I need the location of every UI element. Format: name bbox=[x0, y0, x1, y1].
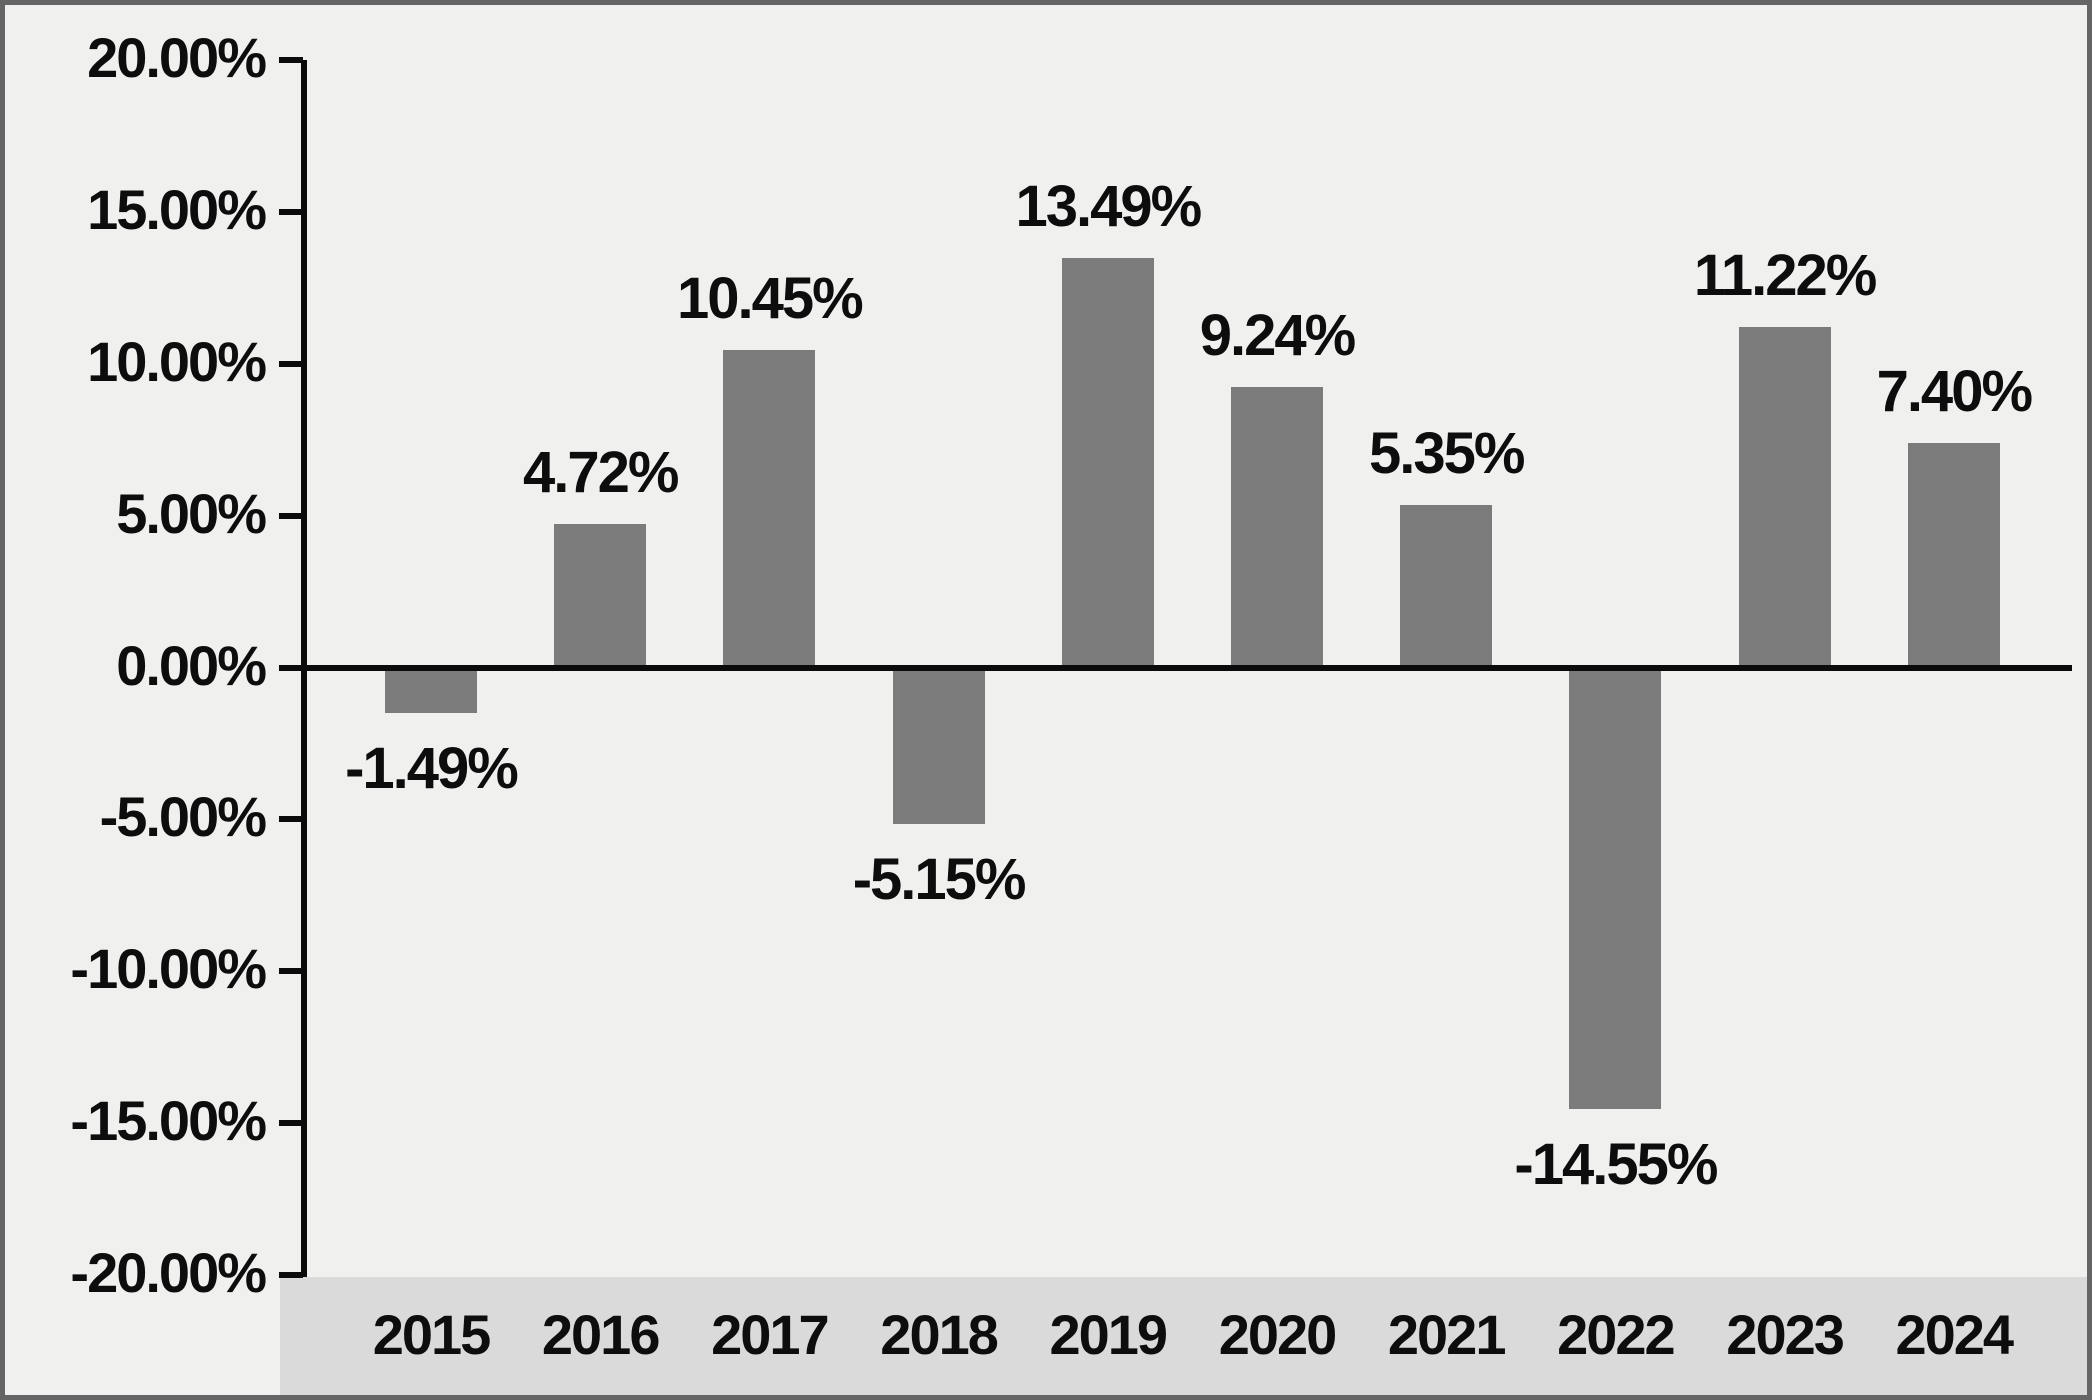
y-axis-tick bbox=[279, 1120, 303, 1127]
data-label: 9.24% bbox=[1199, 302, 1356, 368]
x-tick-label-2017: 2017 bbox=[711, 1303, 830, 1367]
data-label: 4.72% bbox=[522, 440, 679, 506]
x-tick-label-2019: 2019 bbox=[1049, 1303, 1169, 1367]
x-tick-label-2015: 2015 bbox=[372, 1303, 492, 1367]
bar-2020[interactable] bbox=[1231, 386, 1323, 668]
bar-2023[interactable] bbox=[1738, 326, 1831, 668]
data-label: 13.49% bbox=[1015, 173, 1202, 239]
data-label: 11.22% bbox=[1693, 242, 1878, 308]
bar-2015[interactable] bbox=[385, 667, 477, 713]
data-label: 5.35% bbox=[1368, 420, 1525, 486]
y-axis-tick bbox=[279, 512, 303, 519]
y-tick-label: -20.00% bbox=[70, 1240, 267, 1304]
y-axis-tick bbox=[279, 968, 303, 975]
y-axis-tick bbox=[279, 208, 303, 215]
x-tick-label-2023: 2023 bbox=[1726, 1303, 1845, 1367]
y-tick-label: 5.00% bbox=[116, 481, 267, 545]
x-tick-label-2018: 2018 bbox=[880, 1303, 999, 1367]
data-label: -1.49% bbox=[345, 735, 519, 801]
y-axis-tick bbox=[279, 57, 303, 63]
bar-2019[interactable] bbox=[1061, 257, 1154, 668]
x-tick-label-2016: 2016 bbox=[541, 1303, 661, 1367]
data-label: 10.45% bbox=[677, 266, 864, 332]
zero-baseline bbox=[301, 664, 2072, 671]
bar-2017[interactable] bbox=[723, 350, 816, 668]
bar-2022[interactable] bbox=[1569, 667, 1662, 1110]
y-tick-label: 10.00% bbox=[87, 329, 267, 393]
data-label: 7.40% bbox=[1876, 358, 2033, 424]
x-axis-band bbox=[280, 1277, 2092, 1400]
bar-2018[interactable] bbox=[892, 667, 985, 824]
x-tick-label-2021: 2021 bbox=[1387, 1303, 1507, 1367]
y-tick-label: -5.00% bbox=[99, 785, 267, 849]
data-label: -5.15% bbox=[852, 846, 1027, 912]
y-tick-label: -10.00% bbox=[70, 937, 267, 1001]
x-tick-label-2020: 2020 bbox=[1218, 1303, 1338, 1367]
x-tick-label-2022: 2022 bbox=[1557, 1303, 1676, 1367]
data-label: -14.55% bbox=[1514, 1132, 1718, 1198]
y-axis-tick bbox=[279, 360, 303, 367]
bar-2021[interactable] bbox=[1400, 504, 1493, 668]
y-axis-tick bbox=[279, 816, 303, 823]
x-tick-label-2024: 2024 bbox=[1895, 1303, 2015, 1367]
y-axis-tick bbox=[279, 664, 303, 671]
y-tick-label: 20.00% bbox=[87, 25, 267, 89]
bar-2016[interactable] bbox=[554, 524, 647, 668]
bar-2024[interactable] bbox=[1907, 442, 2000, 668]
y-axis-tick bbox=[279, 1272, 303, 1278]
y-tick-label: -15.00% bbox=[70, 1089, 267, 1153]
y-tick-label: 15.00% bbox=[87, 177, 267, 241]
y-tick-label: 0.00% bbox=[116, 633, 267, 697]
